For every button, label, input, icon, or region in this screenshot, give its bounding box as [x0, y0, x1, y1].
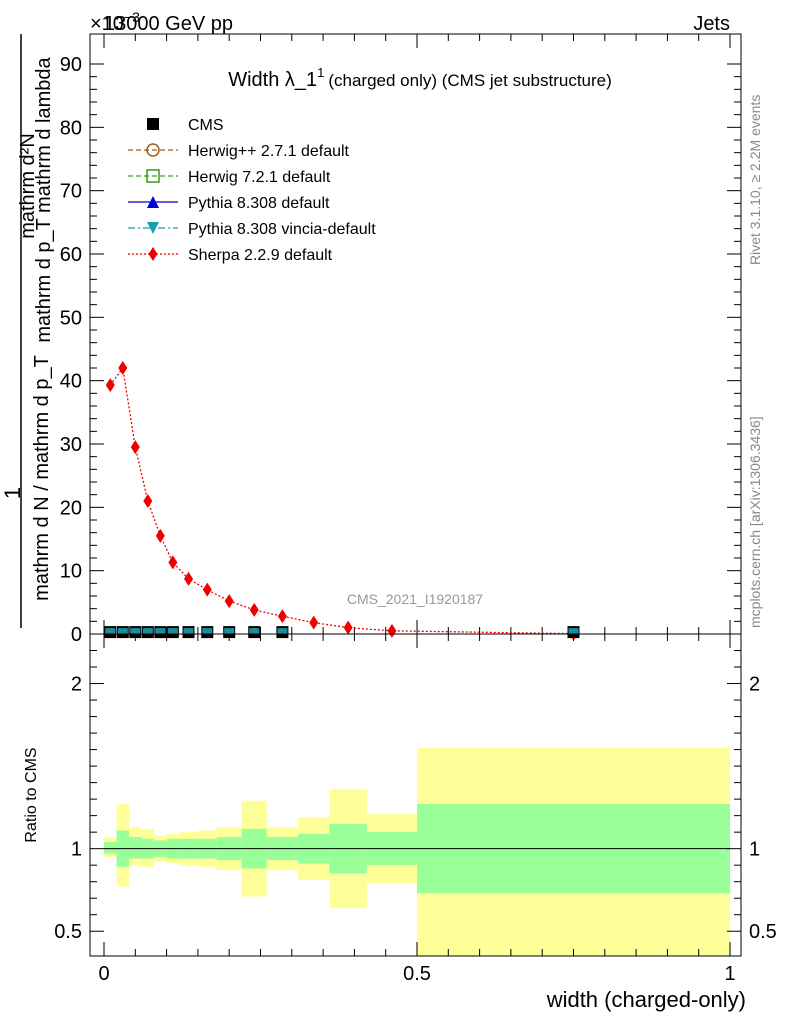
sherpa-point: [224, 594, 234, 609]
y-tick-label: 80: [60, 117, 82, 139]
sherpa-point: [168, 555, 178, 570]
ratio-y-axis: 0.5 0.5 1 1 2 2: [54, 650, 777, 943]
mcplots-label: mcplots.cern.ch [arXiv:1306.3436]: [747, 416, 763, 628]
sherpa-point: [249, 602, 259, 617]
sherpa-point: [105, 378, 115, 393]
rivet-label: Rivet 3.1.10, ≥ 2.2M events: [747, 95, 763, 265]
x-tick-label: 0.5: [403, 963, 431, 985]
ratio-y-label: Ratio to CMS: [23, 747, 40, 842]
mc-point-overlay: [167, 628, 178, 635]
analysis-watermark: CMS_2021_I1920187: [347, 591, 483, 607]
header-energy: 13000 GeV pp: [104, 13, 233, 35]
sherpa-point: [143, 494, 153, 508]
ratio-bands: [104, 747, 730, 956]
ratio-inner-band: [129, 837, 142, 859]
x-axis-label: width (charged-only): [546, 987, 746, 1012]
svg-text:mathrm d²N: mathrm d²N: [17, 133, 39, 239]
legend-label-cms: CMS: [188, 117, 224, 134]
ratio-y-tick-label: 1: [71, 839, 82, 861]
mc-point-overlay: [130, 628, 141, 635]
series-sherpa: [105, 361, 578, 641]
header-jets: Jets: [693, 13, 730, 35]
legend-marker-vincia: [147, 222, 159, 234]
legend-label-pythia: Pythia 8.308 default: [188, 195, 330, 212]
y-tick-label: 0: [71, 624, 82, 646]
legend: CMS Herwig++ 2.7.1 default Herwig 7.2.1 de…: [128, 117, 376, 264]
svg-text:mathrm d p_T mathrm d lambda: mathrm d p_T mathrm d lambda: [33, 56, 55, 342]
y-tick-label: 60: [60, 244, 82, 266]
mc-point-overlay: [568, 628, 579, 635]
ratio-y-tick-label: 0.5: [54, 921, 82, 943]
legend-label-vincia: Pythia 8.308 vincia-default: [188, 221, 376, 238]
x-tick-label: 0: [98, 963, 109, 985]
mc-point-overlay: [224, 628, 235, 635]
mc-point-overlay: [202, 628, 213, 635]
series-cms: [104, 626, 580, 639]
ratio-y-tick-label: 2: [71, 674, 82, 696]
sherpa-point: [184, 571, 194, 586]
sherpa-point: [343, 620, 353, 635]
sherpa-point: [155, 528, 165, 543]
ratio-y-tick-label-right: 2: [749, 674, 760, 696]
y-tick-label: 30: [60, 434, 82, 456]
svg-text:1: 1: [0, 487, 25, 499]
legend-marker-pythia: [147, 196, 159, 208]
y-tick-label: 90: [60, 54, 82, 76]
sherpa-point: [118, 361, 128, 375]
legend-label-herwigpp: Herwig++ 2.7.1 default: [188, 143, 350, 160]
main-y-label: 1 mathrm d N / mathrm d p_T mathrm d²N m…: [0, 34, 55, 628]
legend-marker-sherpa: [148, 247, 158, 261]
svg-text:mathrm d N / mathrm d p_T: mathrm d N / mathrm d p_T: [31, 355, 53, 601]
x-tick-label: 1: [724, 963, 735, 985]
legend-label-herwig7: Herwig 7.2.1 default: [188, 169, 331, 186]
sherpa-point: [202, 582, 212, 597]
mc-point-overlay: [249, 628, 260, 635]
sherpa-point: [309, 615, 319, 630]
ratio-inner-band: [104, 842, 117, 854]
ratio-x-axis: 0 0.5 1: [98, 634, 736, 985]
legend-label-sherpa: Sherpa 2.2.9 default: [188, 247, 333, 264]
sherpa-point: [387, 623, 397, 638]
legend-marker-herwig7: [146, 169, 160, 183]
mc-point-overlay: [277, 628, 288, 635]
y-exponent: ×10−3: [90, 9, 140, 35]
sherpa-point: [130, 440, 140, 455]
ratio-y-tick-label-right: 1: [749, 839, 760, 861]
mc-point-overlay: [142, 628, 153, 635]
y-tick-label: 50: [60, 307, 82, 329]
y-tick-label: 40: [60, 371, 82, 393]
y-tick-label: 70: [60, 181, 82, 203]
sherpa-point: [277, 609, 287, 624]
mc-point-overlay: [105, 628, 116, 635]
chart-title: Width λ_11 (charged only) (CMS jet substr…: [228, 65, 612, 91]
mc-point-overlay: [183, 628, 194, 635]
legend-marker-herwigpp: [146, 143, 160, 157]
sherpa-line: [109, 366, 574, 635]
ratio-panel-frame: [89, 633, 742, 957]
main-y-axis: 0 10 20 30 40 50 60 70 80 90: [60, 54, 741, 646]
mc-point-overlay: [117, 628, 128, 635]
mc-point-overlay: [155, 628, 166, 635]
ratio-y-tick-label-right: 0.5: [749, 921, 777, 943]
y-tick-label: 20: [60, 497, 82, 519]
y-tick-label: 10: [60, 561, 82, 583]
legend-marker-cms: [147, 118, 159, 130]
